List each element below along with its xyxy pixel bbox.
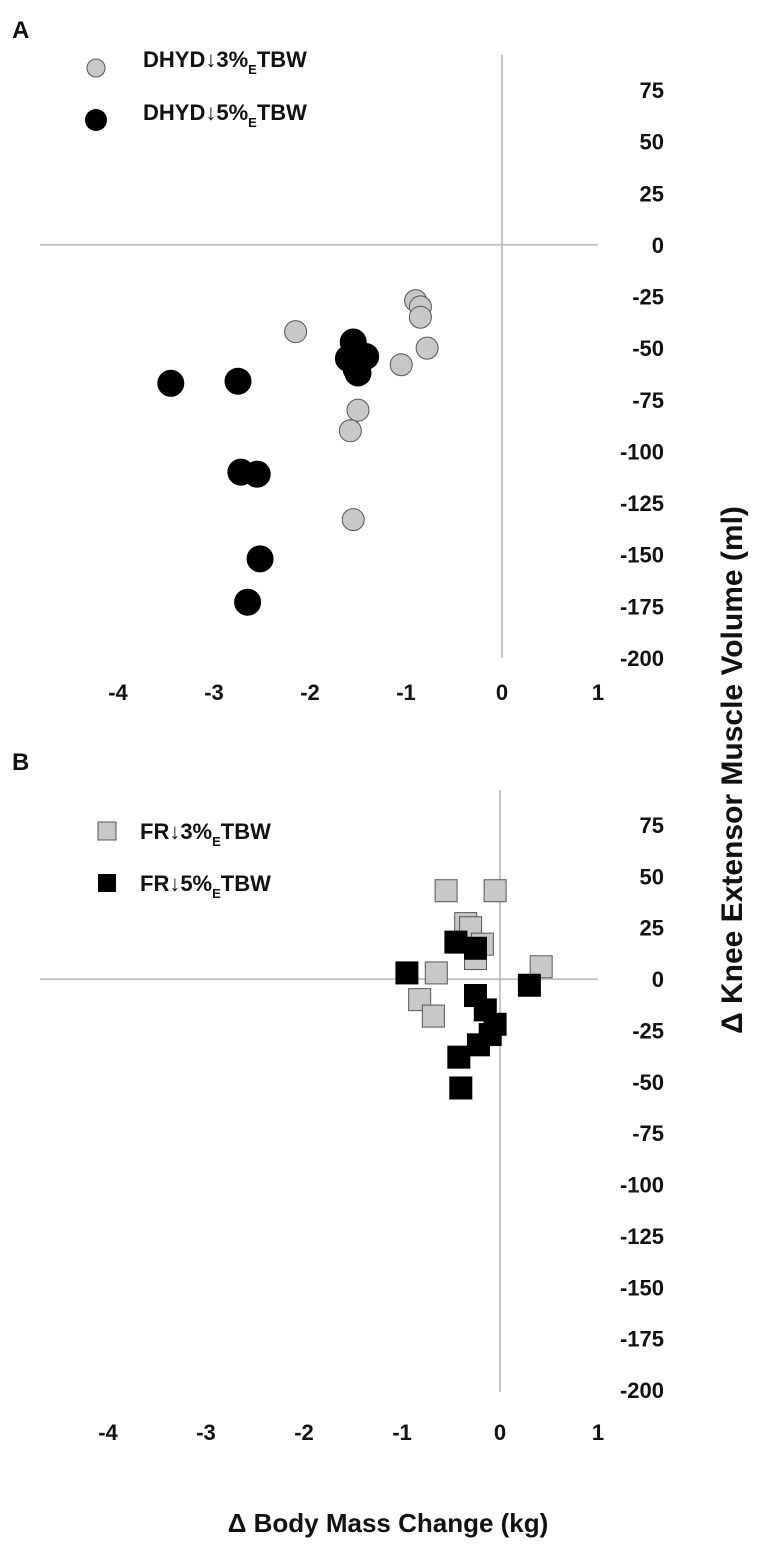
x-tick-label: -3 [204, 680, 224, 705]
data-point-a-series-1 [234, 588, 262, 616]
y-tick-label: -150 [620, 543, 664, 568]
legend-text: DHYD↓5% [143, 100, 248, 125]
panel-a-legend: DHYD↓3%ETBW DHYD↓5%ETBW [85, 47, 307, 131]
y-tick-label: -75 [632, 388, 664, 413]
data-point-b-series-1 [464, 936, 487, 960]
data-point-b-series-0 [434, 879, 458, 903]
y-tick-label: -50 [632, 1070, 664, 1095]
data-point-b-series-1 [449, 1076, 473, 1100]
y-axis-title: Δ Knee Extensor Muscle Volume (ml) [716, 506, 749, 1034]
legend-label-dhyd-3: DHYD↓3%ETBW [143, 47, 307, 77]
x-tick-label: -4 [98, 1420, 118, 1445]
y-tick-label: -150 [620, 1275, 664, 1300]
legend-text: FR↓5% [140, 871, 212, 896]
data-point-a-series-0 [415, 336, 439, 360]
panel-a-y-ticks: 75 50 25 0 -25 -50 -75 -100 -125 -150 -175 -200 [620, 78, 664, 671]
y-tick-label: 25 [640, 916, 664, 941]
data-point-b-series-1 [517, 973, 541, 997]
x-tick-label: -2 [294, 1420, 314, 1445]
panel-a-x-ticks: -4 -3 -2 -1 0 1 [108, 680, 604, 705]
y-tick-label: -100 [620, 439, 664, 464]
legend-marker-dhyd-5 [85, 109, 107, 131]
legend-subscript: E [248, 115, 257, 130]
y-tick-label: -175 [620, 1327, 664, 1352]
x-tick-label: 1 [592, 680, 604, 705]
y-tick-label: -125 [620, 491, 664, 516]
legend-subscript: E [212, 834, 221, 849]
y-tick-label: -125 [620, 1224, 664, 1249]
y-tick-label: 75 [640, 813, 664, 838]
y-tick-label: -100 [620, 1173, 664, 1198]
data-point-a-series-0 [389, 353, 413, 377]
data-point-a-series-0 [346, 398, 370, 422]
y-tick-label: -50 [632, 336, 664, 361]
legend-subscript: E [248, 62, 257, 77]
legend-subscript: E [212, 886, 221, 901]
data-point-a-series-0 [341, 508, 365, 532]
y-tick-label: 75 [640, 78, 664, 103]
legend-marker-dhyd-3 [86, 58, 106, 78]
legend-label-dhyd-5: DHYD↓5%ETBW [143, 100, 307, 130]
x-tick-label: -3 [196, 1420, 216, 1445]
data-point-b-series-1 [395, 961, 419, 985]
x-axis-title: Δ Body Mass Change (kg) [228, 1508, 549, 1538]
panel-b-points [395, 879, 553, 1100]
panel-b-x-ticks: -4 -3 -2 -1 0 1 [98, 1420, 604, 1445]
y-tick-label: -25 [632, 1018, 664, 1043]
y-tick-label: 0 [652, 967, 664, 992]
y-tick-label: -25 [632, 285, 664, 310]
y-tick-label: 50 [640, 864, 664, 889]
data-point-b-series-0 [483, 879, 507, 903]
legend-marker-fr-3 [97, 821, 117, 841]
data-point-b-series-0 [424, 961, 448, 985]
legend-label-fr-5: FR↓5%ETBW [140, 871, 271, 901]
data-point-a-series-1 [344, 359, 372, 387]
data-point-a-series-1 [224, 367, 252, 395]
legend-text: TBW [221, 871, 271, 896]
legend-text: DHYD↓3% [143, 47, 248, 72]
y-tick-label: 0 [652, 233, 664, 258]
x-tick-label: -2 [300, 680, 320, 705]
data-point-b-series-1 [466, 1033, 490, 1057]
y-tick-label: 25 [640, 181, 664, 206]
x-tick-label: -4 [108, 680, 128, 705]
y-tick-label: -75 [632, 1121, 664, 1146]
x-tick-label: -1 [392, 1420, 412, 1445]
panel-b: B -4 -3 -2 -1 0 1 75 50 25 0 -25 -50 -75 -100 -125 -15… [12, 749, 664, 1445]
data-point-b-series-1 [444, 930, 468, 954]
y-tick-label: -175 [620, 594, 664, 619]
panel-b-label: B [12, 749, 29, 776]
x-tick-label: 1 [592, 1420, 604, 1445]
y-tick-label: 50 [640, 130, 664, 155]
legend-text: TBW [221, 819, 271, 844]
legend-text: FR↓3% [140, 819, 212, 844]
data-point-a-series-0 [338, 419, 362, 443]
y-tick-label: -200 [620, 1378, 664, 1403]
panel-b-y-ticks: 75 50 25 0 -25 -50 -75 -100 -125 -150 -175 -200 [620, 813, 664, 1403]
panel-a: A -4 -3 -2 -1 0 1 75 50 25 0 -25 -50 -75 -100 -125 -15… [12, 17, 664, 705]
data-point-a-series-1 [243, 460, 271, 488]
x-tick-label: -1 [396, 680, 416, 705]
panel-b-legend: FR↓3%ETBW FR↓5%ETBW [97, 819, 271, 901]
legend-text: TBW [257, 100, 307, 125]
y-tick-label: -200 [620, 646, 664, 671]
data-point-b-series-0 [421, 1004, 445, 1028]
data-point-a-series-1 [157, 369, 185, 397]
panel-a-points [157, 289, 439, 616]
legend-text: TBW [257, 47, 307, 72]
legend-label-fr-3: FR↓3%ETBW [140, 819, 271, 849]
x-tick-label: 0 [494, 1420, 506, 1445]
data-point-a-series-0 [284, 320, 308, 344]
legend-marker-fr-5 [98, 874, 116, 892]
data-point-b-series-0 [529, 955, 553, 979]
x-tick-label: 0 [496, 680, 508, 705]
data-point-a-series-0 [408, 305, 432, 329]
data-point-a-series-1 [246, 545, 274, 573]
data-point-b-series-1 [447, 1045, 471, 1069]
panel-a-label: A [12, 17, 29, 44]
